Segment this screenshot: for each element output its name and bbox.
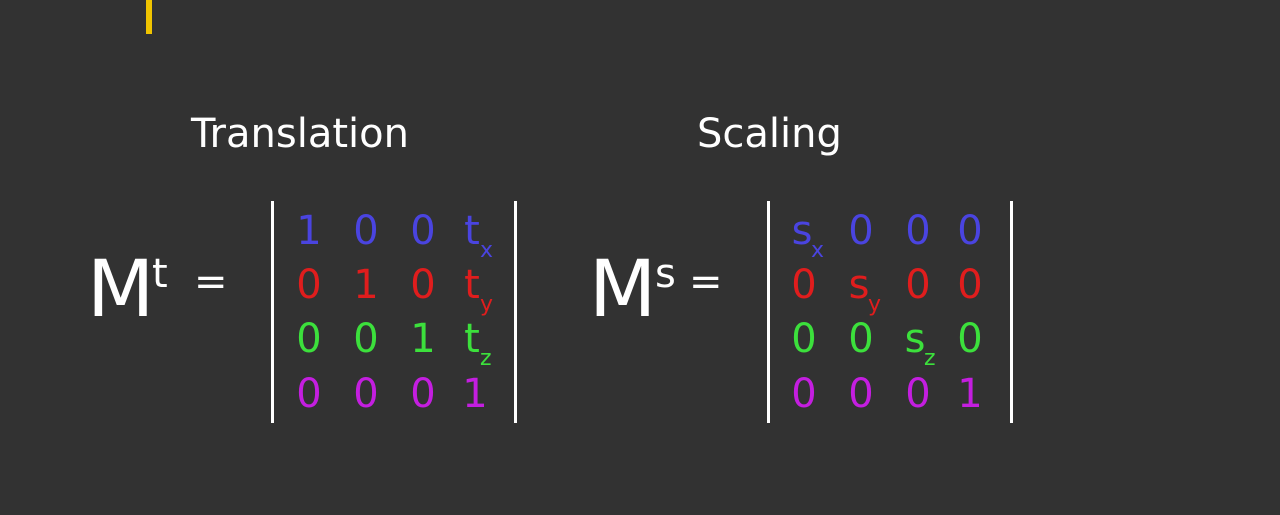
scaling-right-bar — [1010, 201, 1013, 423]
translation-right-bar — [514, 201, 517, 423]
translation-cell-1-1: 1 — [296, 208, 322, 254]
translation-cell-3-1: 0 — [296, 316, 322, 362]
translation-cell-2-1: 0 — [296, 262, 322, 308]
scaling-title: Scaling — [697, 111, 842, 157]
accent-mark — [146, 0, 152, 34]
scaling-cell-4-2: 0 — [848, 371, 874, 417]
translation-cell-4-1: 0 — [296, 371, 322, 417]
translation-cell-3-3: 1 — [410, 316, 436, 362]
scaling-left-bar — [767, 201, 770, 423]
scaling-equals: = — [689, 259, 723, 305]
translation-cell-1-2: 0 — [353, 208, 379, 254]
scaling-cell-3-1: 0 — [791, 316, 817, 362]
translation-matrix-letter: M — [87, 245, 155, 335]
scaling-cell-4-1: 0 — [791, 371, 817, 417]
translation-title: Translation — [191, 111, 409, 157]
translation-cell-1-3: 0 — [410, 208, 436, 254]
scaling-superscript: s — [655, 251, 676, 297]
scaling-subscript-z: z — [924, 346, 936, 371]
scaling-cell-2-2: s — [848, 262, 870, 308]
translation-cell-2-3: 0 — [410, 262, 436, 308]
scaling-cell-4-3: 0 — [905, 371, 931, 417]
translation-equals: = — [194, 259, 228, 305]
scaling-cell-4-4: 1 — [957, 371, 983, 417]
translation-cell-1-4: t — [464, 208, 480, 254]
translation-cell-2-2: 1 — [353, 262, 379, 308]
translation-cell-4-4: 1 — [462, 371, 488, 417]
scaling-subscript-x: x — [811, 238, 825, 263]
translation-cell-2-4: t — [464, 262, 480, 308]
translation-cell-4-2: 0 — [353, 371, 379, 417]
scaling-cell-3-2: 0 — [848, 316, 874, 362]
scaling-cell-2-3: 0 — [905, 262, 931, 308]
scaling-cell-2-1: 0 — [791, 262, 817, 308]
translation-cell-3-2: 0 — [353, 316, 379, 362]
scaling-cell-3-4: 0 — [957, 316, 983, 362]
translation-subscript-x: x — [480, 238, 494, 263]
scaling-cell-1-3: 0 — [905, 208, 931, 254]
translation-superscript: t — [152, 251, 168, 297]
scaling-subscript-y: y — [868, 292, 882, 317]
scaling-cell-2-4: 0 — [957, 262, 983, 308]
translation-left-bar — [271, 201, 274, 423]
translation-cell-3-4: t — [464, 316, 480, 362]
translation-subscript-y: y — [480, 292, 494, 317]
scaling-cell-1-4: 0 — [957, 208, 983, 254]
translation-cell-4-3: 0 — [410, 371, 436, 417]
scaling-cell-1-1: s — [791, 208, 813, 254]
scaling-matrix-letter: M — [589, 245, 657, 335]
scaling-cell-3-3: s — [904, 316, 926, 362]
scaling-cell-1-2: 0 — [848, 208, 874, 254]
translation-subscript-z: z — [480, 346, 492, 371]
